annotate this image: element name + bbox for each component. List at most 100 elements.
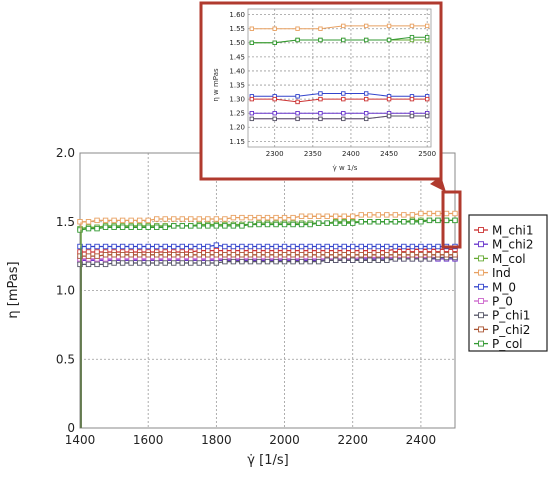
data-point-p-chi2 bbox=[222, 252, 228, 258]
data-point-m-chi2 bbox=[249, 111, 255, 116]
x-tick-label: 2400 bbox=[406, 433, 437, 447]
data-point-ind bbox=[264, 214, 271, 221]
data-point-m-chi2 bbox=[272, 111, 277, 116]
data-point-m-chi1 bbox=[249, 96, 255, 102]
data-point-p-chi1 bbox=[136, 260, 143, 266]
data-point-p-chi2 bbox=[332, 252, 339, 258]
data-point-p-chi1 bbox=[85, 261, 92, 268]
data-point-p-col bbox=[119, 224, 126, 230]
data-point-m-chi1 bbox=[409, 96, 415, 102]
data-point-p-chi2 bbox=[102, 252, 109, 258]
legend-swatch-marker bbox=[478, 241, 484, 248]
data-point-p-chi1 bbox=[256, 258, 262, 265]
data-point-ind bbox=[162, 216, 168, 222]
data-point-p-chi1 bbox=[119, 260, 126, 266]
data-point-ind bbox=[363, 23, 369, 29]
data-point-ind bbox=[179, 216, 185, 222]
legend-label: M_0 bbox=[492, 280, 516, 294]
data-point-m-0 bbox=[85, 243, 92, 250]
data-point-m-0 bbox=[111, 243, 117, 250]
data-point-p-col bbox=[363, 37, 369, 43]
data-point-p-col bbox=[424, 34, 430, 40]
data-point-p-col bbox=[443, 217, 450, 224]
data-point-m-chi2 bbox=[341, 111, 346, 116]
data-point-m-0 bbox=[363, 91, 369, 96]
data-point-p-chi2 bbox=[85, 253, 92, 259]
data-point-p-chi1 bbox=[205, 260, 211, 266]
data-point-p-col bbox=[171, 223, 177, 229]
data-point-ind bbox=[318, 26, 323, 31]
legend-item-m-0: M_0 bbox=[474, 280, 516, 294]
data-point-ind bbox=[205, 216, 211, 222]
x-tick-label: 2500 bbox=[418, 150, 436, 158]
data-point-p-col bbox=[273, 221, 279, 228]
data-point-m-chi1 bbox=[341, 96, 346, 102]
data-point-p-chi2 bbox=[196, 252, 203, 258]
data-point-p-col bbox=[162, 224, 168, 230]
data-point-p-col bbox=[145, 224, 151, 230]
data-point-p-chi2 bbox=[162, 252, 168, 258]
legend-label: P_0 bbox=[492, 295, 513, 309]
data-point-p-chi2 bbox=[273, 252, 279, 258]
data-point-ind bbox=[418, 210, 424, 217]
data-point-p-chi1 bbox=[315, 258, 322, 265]
legend-label: P_col bbox=[492, 337, 523, 351]
x-tick-label: 2200 bbox=[337, 433, 368, 447]
legend-swatch-marker bbox=[478, 312, 484, 319]
data-point-p-chi2 bbox=[435, 252, 441, 258]
data-point-ind bbox=[247, 214, 254, 221]
data-point-p-chi1 bbox=[77, 261, 83, 268]
legend-swatch-marker bbox=[478, 298, 484, 304]
data-point-p-chi1 bbox=[341, 116, 346, 122]
data-point-ind bbox=[272, 26, 277, 31]
data-point-p-col bbox=[384, 219, 390, 225]
data-point-p-chi1 bbox=[384, 257, 390, 263]
data-point-ind bbox=[230, 214, 237, 221]
data-point-ind bbox=[435, 210, 441, 217]
data-point-p-chi1 bbox=[128, 260, 134, 266]
data-point-p-col bbox=[102, 224, 109, 230]
data-point-p-col bbox=[85, 225, 92, 232]
data-point-ind bbox=[249, 26, 255, 31]
data-point-m-chi1 bbox=[318, 96, 323, 102]
y-tick-label: 1.25 bbox=[229, 110, 245, 118]
data-point-p-chi2 bbox=[443, 252, 450, 258]
data-point-m-chi1 bbox=[295, 99, 300, 105]
data-point-p-chi2 bbox=[239, 252, 245, 258]
data-point-ind bbox=[315, 213, 322, 219]
data-point-p-col bbox=[324, 220, 330, 226]
data-point-m-0 bbox=[247, 243, 254, 250]
data-point-ind bbox=[290, 214, 296, 221]
data-point-p-col bbox=[295, 37, 300, 43]
legend-swatch-marker bbox=[478, 340, 484, 347]
data-point-ind bbox=[409, 212, 416, 218]
data-point-ind bbox=[452, 210, 458, 217]
inset-frame bbox=[199, 1, 443, 181]
data-point-ind bbox=[426, 210, 433, 217]
data-point-ind bbox=[341, 23, 346, 29]
data-point-p-chi1 bbox=[145, 260, 151, 266]
y-tick-label: 1.20 bbox=[229, 124, 245, 132]
data-point-m-0 bbox=[341, 91, 346, 96]
data-point-ind bbox=[298, 213, 305, 219]
data-point-ind bbox=[213, 216, 220, 222]
data-point-p-col bbox=[418, 219, 424, 225]
data-point-m-0 bbox=[281, 243, 288, 250]
data-point-p-chi2 bbox=[358, 252, 364, 258]
data-point-p-col bbox=[136, 224, 143, 230]
zoom-region-box bbox=[441, 190, 462, 249]
data-point-ind bbox=[375, 212, 381, 218]
data-point-m-0 bbox=[367, 243, 373, 250]
data-point-p-chi1 bbox=[111, 260, 117, 266]
data-point-p-chi2 bbox=[188, 252, 194, 258]
inset-series-group bbox=[249, 23, 430, 122]
data-point-p-col bbox=[230, 223, 237, 229]
data-point-ind bbox=[171, 216, 177, 222]
data-point-ind bbox=[401, 212, 407, 218]
data-point-m-0 bbox=[295, 94, 300, 99]
data-point-m-0 bbox=[171, 243, 177, 250]
inset-tick-labels: 2300 2350 2400 2450 2500 1.15 1.20 1.25 1.30 1.35… bbox=[229, 11, 436, 158]
data-point-p-chi1 bbox=[102, 261, 109, 268]
